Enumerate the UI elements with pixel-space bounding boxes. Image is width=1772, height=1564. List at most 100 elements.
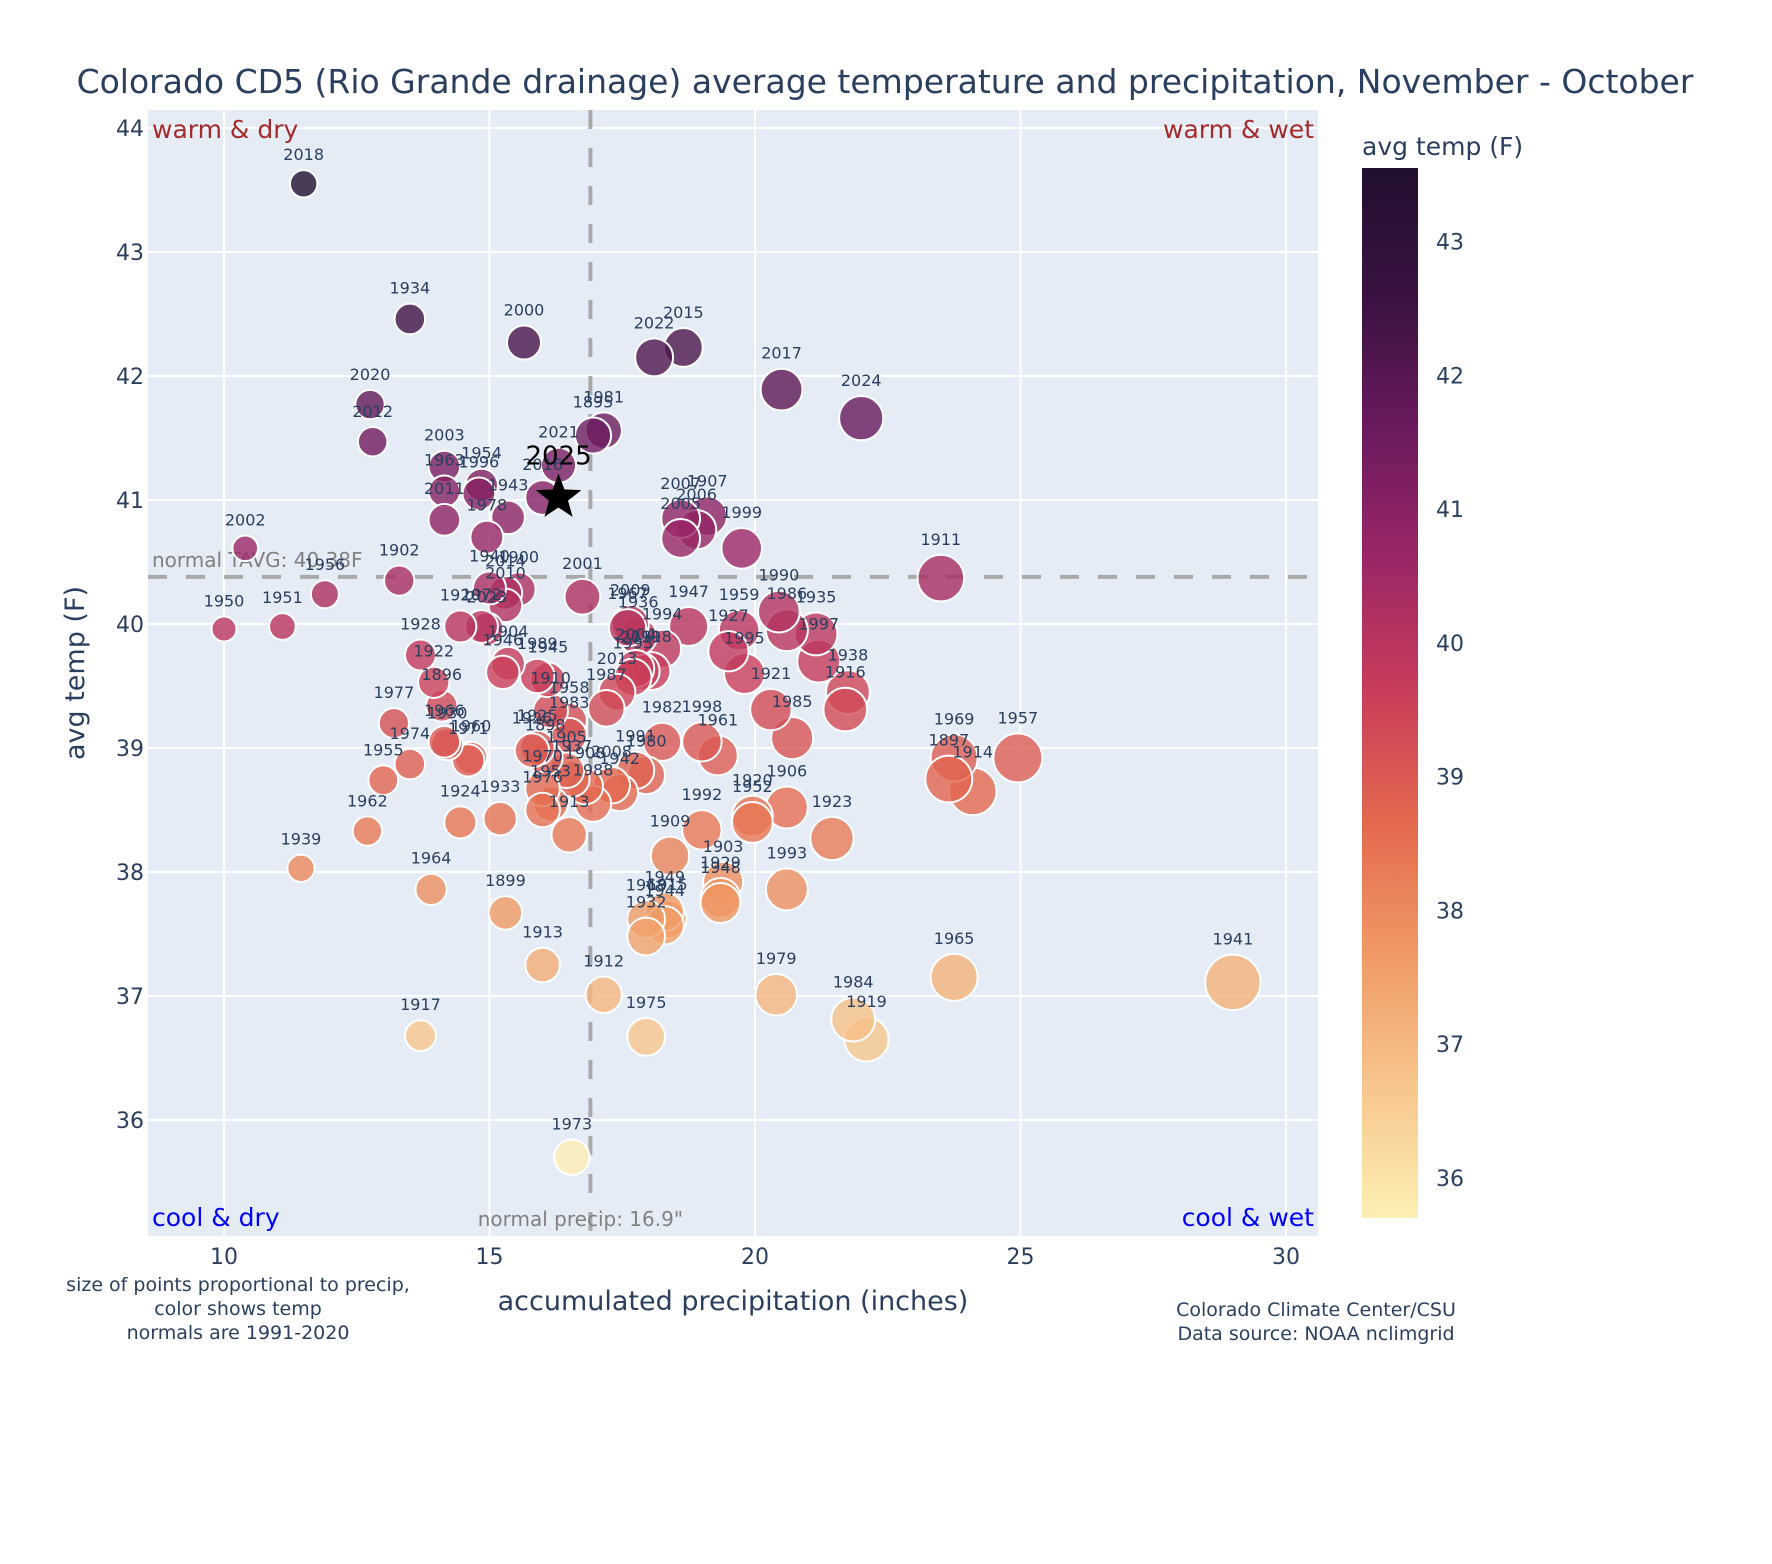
point-label: 1934 [389, 279, 430, 298]
point-label: 1976 [522, 768, 563, 787]
point-label: 1918 [631, 627, 672, 646]
x-tick-label: 25 [1007, 1245, 1035, 1270]
point-label: 1994 [642, 605, 683, 624]
point-label: 1933 [480, 777, 521, 796]
x-axis-ticks: 10 15 20 25 30 [210, 1245, 1300, 1270]
point-label: 1998 [682, 697, 723, 716]
data-point [626, 916, 667, 957]
data-point [992, 732, 1044, 784]
quadrant-labels: warm & dry warm & wet cool & dry cool & … [152, 115, 1314, 1232]
point-label: 1971 [448, 719, 489, 738]
colorbar-tick-label: 39 [1436, 766, 1464, 791]
point-label: 1966 [424, 701, 465, 720]
point-label: 2017 [761, 344, 802, 363]
point-label: 1987 [586, 665, 627, 684]
points-layer [210, 169, 1262, 1176]
x-tick-label: 10 [210, 1245, 238, 1270]
point-label: 1919 [846, 992, 887, 1011]
data-point [487, 895, 524, 931]
footnote-left-line: color shows temp [154, 1298, 322, 1320]
point-label: 1944 [644, 881, 685, 900]
point-label: 1924 [440, 781, 481, 800]
point-label: 1965 [934, 929, 975, 948]
data-point [383, 564, 416, 597]
highlight-star-marker [535, 473, 582, 517]
point-label: 1906 [767, 762, 808, 781]
point-label: 1974 [389, 724, 430, 743]
data-point [210, 615, 238, 643]
point-label: 2007 [660, 474, 701, 493]
data-point [924, 754, 974, 804]
point-label: 2011 [424, 479, 465, 498]
colorbar-tick-label: 37 [1436, 1033, 1464, 1058]
point-label: 2000 [504, 301, 545, 320]
point-label: 1978 [466, 496, 507, 515]
point-label: 1953 [530, 761, 571, 780]
point-label: 2014 [485, 551, 526, 570]
point-label: 1913 [522, 923, 563, 942]
point-label: 2009 [610, 580, 651, 599]
colorbar-tick-label: 38 [1436, 899, 1464, 924]
point-label: 1922 [413, 642, 454, 661]
data-point [916, 553, 966, 603]
point-label: 1897 [928, 731, 969, 750]
point-label: 1963 [424, 451, 465, 470]
footnote-left-line: size of points proportional to precip, [66, 1274, 410, 1296]
data-point [393, 302, 427, 336]
point-label: 1943 [488, 476, 529, 495]
point-label: 1916 [825, 663, 866, 682]
point-label: 2006 [676, 485, 717, 504]
point-label: 1969 [934, 709, 975, 728]
data-point [730, 800, 774, 844]
y-tick-label: 42 [116, 365, 144, 390]
point-label: 1997 [798, 615, 839, 634]
point-label: 1993 [767, 843, 808, 862]
footnote-right-line: Colorado Climate Center/CSU [1176, 1299, 1456, 1321]
colorbar-tick-label: 36 [1436, 1167, 1464, 1192]
quadrant-label-cool-dry: cool & dry [152, 1203, 280, 1232]
x-tick-label: 15 [476, 1245, 504, 1270]
point-label: 1895 [573, 392, 614, 411]
point-label: 1964 [411, 849, 452, 868]
data-point [757, 589, 801, 634]
point-label: 2020 [350, 365, 391, 384]
point-label: 1928 [400, 615, 441, 634]
colorbar-ticks: 36 37 38 39 40 41 42 43 [1436, 231, 1464, 1192]
point-label: 2012 [352, 402, 393, 421]
point-label: 2024 [841, 371, 882, 390]
data-point [607, 608, 648, 648]
point-label: 2010 [485, 564, 526, 583]
point-label: 2001 [562, 554, 603, 573]
data-point [427, 503, 462, 537]
data-point [268, 612, 297, 641]
colorbar-tick-label: 41 [1436, 498, 1464, 523]
point-label: 2018 [283, 145, 324, 164]
data-point [524, 946, 561, 984]
point-label: 1983 [549, 693, 590, 712]
data-point [469, 519, 505, 555]
point-label: 1910 [530, 668, 571, 687]
data-point [414, 872, 448, 906]
point-label: 1999 [721, 503, 762, 522]
footnote-right-line: Data source: NOAA nclimgrid [1177, 1323, 1454, 1345]
point-label: 1905 [546, 728, 587, 747]
point-label: 1935 [796, 588, 837, 607]
point-label: 1945 [528, 637, 569, 656]
point-label: 1970 [522, 747, 563, 766]
y-tick-label: 41 [116, 489, 144, 514]
point-label: 1958 [549, 678, 590, 697]
y-axis-ticks: 36 37 38 39 40 41 42 43 44 [116, 117, 144, 1134]
point-label: 1930 [427, 703, 468, 722]
point-label: 1946 [482, 631, 523, 650]
point-label: 1959 [719, 585, 760, 604]
y-axis-title: avg temp (F) [60, 586, 91, 760]
point-label: 2003 [424, 426, 465, 445]
y-tick-label: 38 [116, 861, 144, 886]
point-label: 1908 [565, 744, 606, 763]
point-label: 1904 [488, 622, 529, 641]
x-tick-label: 30 [1272, 1245, 1300, 1270]
point-label: 2004 [615, 625, 656, 644]
point-label: 1927 [708, 606, 749, 625]
point-label: 1982 [642, 698, 683, 717]
y-tick-label: 36 [116, 1109, 144, 1134]
